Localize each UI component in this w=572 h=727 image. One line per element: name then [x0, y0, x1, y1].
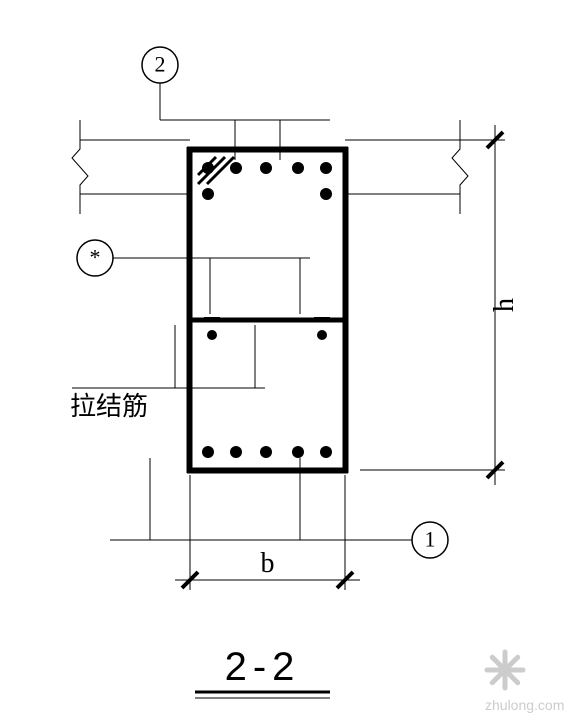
- dim-height-label: h: [489, 298, 520, 312]
- rebar: [230, 446, 242, 458]
- rebar: [230, 162, 242, 174]
- rebar: [292, 446, 304, 458]
- rebar: [202, 162, 214, 174]
- watermark-logo: [487, 652, 523, 688]
- rebar: [320, 162, 332, 174]
- rebar: [292, 162, 304, 174]
- callout-1-text: 1: [425, 526, 436, 551]
- rebar: [260, 446, 272, 458]
- tie-bar-label: 拉结筋: [70, 392, 148, 421]
- dim-width-label: b: [261, 548, 275, 579]
- rebar: [202, 446, 214, 458]
- rebar: [202, 188, 214, 200]
- rebar: [260, 162, 272, 174]
- callout-2-text: 2: [155, 51, 166, 76]
- watermark-text: zhulong.com: [485, 697, 564, 713]
- rebar: [207, 330, 217, 340]
- rebar: [320, 446, 332, 458]
- rebar: [320, 188, 332, 200]
- callout-star-text: *: [90, 244, 101, 269]
- rebar: [317, 330, 327, 340]
- section-title: 2-2: [225, 645, 301, 689]
